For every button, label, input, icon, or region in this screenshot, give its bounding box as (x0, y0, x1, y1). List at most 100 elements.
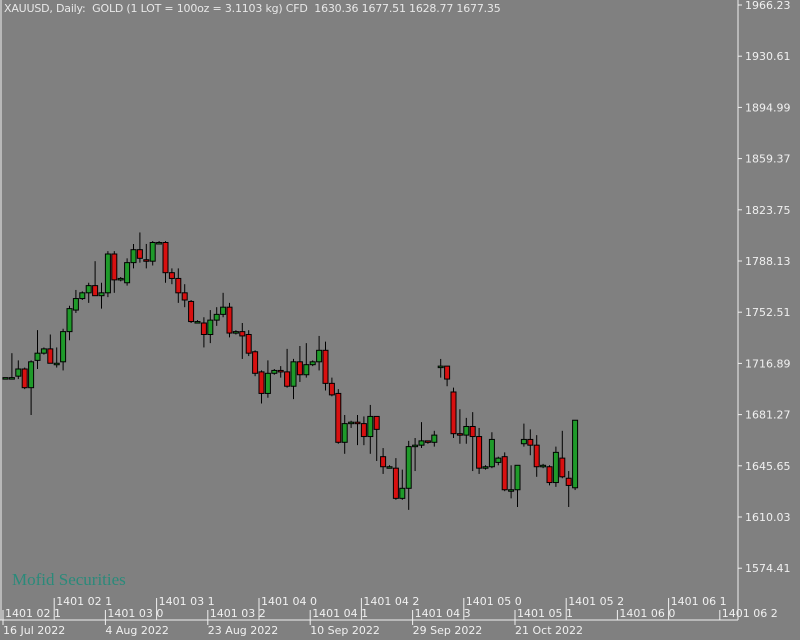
candle (476, 427, 483, 474)
candle (130, 243, 137, 269)
candle (98, 282, 105, 309)
candle-body (258, 371, 265, 394)
candle (540, 463, 547, 469)
candle (418, 422, 425, 449)
candle-body (444, 365, 451, 380)
candle-body (79, 292, 86, 300)
candle-body (143, 259, 150, 262)
candle (124, 258, 131, 286)
candle-body (53, 362, 60, 366)
price-tick-label: 1859.37 (745, 153, 791, 166)
candle-body (360, 423, 367, 438)
secondary-time-label: 1401 04 0 (261, 595, 317, 608)
candle-body (520, 438, 527, 445)
candle-body (28, 361, 35, 389)
time-tick-label: 29 Sep 2022 (413, 624, 483, 637)
candle-body (15, 368, 22, 377)
price-tick-label: 1610.03 (745, 511, 791, 524)
candle (469, 412, 476, 472)
secondary-time-label: 1401 05 1 (517, 607, 573, 620)
secondary-time-label: 1401 05 0 (466, 595, 522, 608)
candle (181, 284, 188, 308)
candle (565, 471, 572, 507)
candle (559, 430, 566, 479)
candle (8, 353, 15, 380)
candle-body (168, 272, 175, 279)
candle (386, 465, 393, 469)
candle (322, 341, 329, 391)
candle (53, 347, 60, 368)
candle-body (456, 433, 463, 436)
candle-body (252, 351, 259, 374)
secondary-time-label: 1401 02 1 (5, 607, 61, 620)
candle (520, 423, 527, 447)
candle (117, 276, 124, 282)
candle (373, 415, 380, 461)
candle-body (341, 423, 348, 443)
candle-body (226, 306, 233, 334)
candle (188, 299, 195, 323)
candle-body (546, 466, 553, 484)
secondary-time-label: 1401 03 2 (210, 607, 266, 620)
candle (232, 330, 239, 335)
candle (21, 367, 28, 390)
candle (335, 389, 342, 444)
candle-body (386, 466, 393, 469)
candle-body (424, 440, 431, 443)
candle-body (8, 377, 15, 380)
candle-body (21, 368, 28, 389)
candle-body (213, 313, 220, 321)
candle-body (431, 434, 438, 443)
candle (367, 404, 374, 454)
chart-header: XAUUSD, Daily: GOLD (1 LOT = 100oz = 3.1… (4, 2, 501, 15)
candle (348, 420, 355, 428)
candle-body (117, 277, 124, 281)
candle-body (40, 348, 47, 354)
candle (412, 437, 419, 472)
candle-body (476, 436, 483, 469)
candle-body (412, 444, 419, 448)
candle-body (2, 377, 9, 380)
candle-body (469, 425, 476, 438)
candle (392, 458, 399, 500)
time-tick-label: 16 Jul 2022 (3, 624, 65, 637)
candle (463, 417, 470, 444)
candle-body (552, 451, 559, 484)
candle-body (559, 457, 566, 478)
time-tick-label: 4 Aug 2022 (105, 624, 168, 637)
candle-body (264, 372, 271, 394)
candle-body (380, 456, 387, 468)
candle-body (85, 285, 92, 294)
candle-body (136, 249, 143, 259)
price-tick-label: 1645.65 (745, 460, 791, 473)
candle (533, 435, 540, 477)
candle-body (66, 308, 73, 333)
candle (303, 343, 310, 378)
candle-body (277, 369, 284, 373)
price-tick-label: 1788.13 (745, 255, 791, 268)
candle-body (188, 300, 195, 323)
candle-body (450, 391, 457, 435)
candle-body (60, 331, 67, 363)
candle (40, 347, 47, 355)
candle-body (373, 415, 380, 430)
candle-body (418, 440, 425, 446)
candle (546, 465, 553, 486)
candle (92, 261, 99, 297)
candle-body (501, 456, 508, 491)
price-tick-label: 1966.23 (745, 0, 791, 12)
candle-body (335, 392, 342, 443)
candle-body (162, 242, 169, 274)
time-tick-label: 10 Sep 2022 (310, 624, 380, 637)
candle (252, 350, 259, 377)
secondary-time-label: 1401 06 2 (722, 607, 778, 620)
candle (79, 291, 86, 300)
candle-body (200, 322, 207, 335)
candle-body (367, 415, 374, 438)
candle-body (514, 464, 521, 491)
candle (245, 330, 252, 357)
candle-body (175, 277, 182, 294)
candle (34, 330, 41, 369)
candle-body (328, 382, 335, 396)
candle (207, 310, 214, 344)
